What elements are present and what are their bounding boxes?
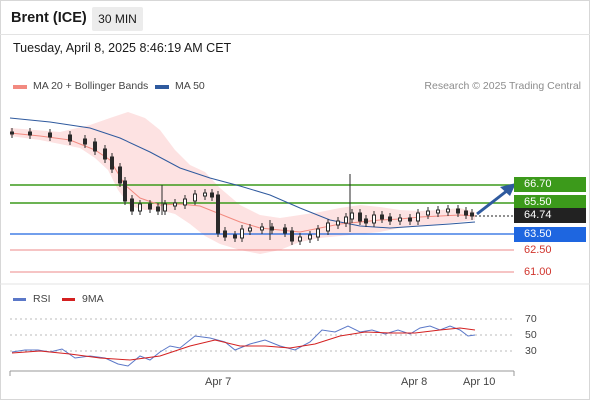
copyright-text: Research © 2025 Trading Central [424,80,581,92]
candle-body [270,226,274,231]
candle-body [148,203,152,210]
candle-body [372,214,376,224]
candle-body [216,194,220,234]
candle-body [283,227,287,234]
rsi-line [11,325,476,367]
candle-body [163,203,167,212]
x-label-apr7: Apr 7 [205,376,232,388]
candle-body [470,212,474,217]
rsi-tick-50: 50 [525,329,537,341]
candle-body [233,234,237,239]
candle-body [183,198,187,206]
candle-body [156,206,160,212]
candle-body [203,192,207,197]
instrument-title: Brent (ICE) [11,10,87,26]
candle-body [240,228,244,239]
rsi-9ma-legend-swatch [62,298,75,301]
x-label-apr8: Apr 8 [401,376,428,388]
candle-body [408,217,412,222]
last-price-tag: 64.74 [514,208,586,223]
rsi-tick-70: 70 [525,313,537,325]
candle-body [138,203,142,212]
candle-body [336,220,340,226]
chart-header: Brent (ICE) 30 MIN [0,0,590,36]
level-tag-62-50: 62.50 [524,244,552,256]
candle-body [28,131,32,136]
candle-body [350,212,354,220]
candle-body [426,210,430,216]
candle-body [118,166,122,184]
ma20-legend-label: MA 20 + Bollinger Bands [33,80,149,92]
rsi-tick-30: 30 [525,345,537,357]
candle-body [260,226,264,231]
candle-body [93,141,97,152]
candle-body [193,193,197,202]
level-tag-61-00: 61.00 [524,266,552,278]
candle-body [103,148,107,160]
candle-body [416,212,420,222]
candle-body [436,209,440,214]
candle-body [388,216,392,222]
ma50-legend-swatch [155,85,169,89]
ma50-line [9,117,476,229]
level-tag-66-70: 66.70 [514,177,586,192]
candle-body [316,228,320,238]
ma50-legend-label: MA 50 [175,80,205,92]
candle-body [130,198,134,212]
candle-body [380,214,384,220]
candle-body [123,180,127,202]
candle-body [464,210,468,216]
projection-arrow-head [500,183,516,196]
candle-body [446,208,450,213]
candle-body [344,216,348,224]
candle-body [223,230,227,238]
candle-body [290,230,294,242]
rsi-legend-swatch [13,298,26,301]
x-label-apr10: Apr 10 [463,376,496,388]
candle-body [248,227,252,232]
candle-body [83,138,87,145]
level-tag-63-50: 63.50 [514,227,586,242]
candle-body [298,236,302,242]
candle-body [326,222,330,232]
rsi-9ma-legend-label: 9MA [82,293,104,305]
timestamp-label: Tuesday, April 8, 2025 8:46:19 AM CET [13,41,232,55]
level-tag-65-50: 65.50 [514,195,586,210]
candle-body [308,234,312,240]
projection-arrow-line [476,188,509,216]
rsi-9ma-line [11,327,476,361]
header-divider [0,34,590,35]
candle-body [110,156,114,170]
ma20-legend-swatch [13,85,27,89]
candle-body [398,217,402,222]
candlestick-series [10,128,474,245]
candle-body [48,132,52,138]
candle-body [456,208,460,214]
candle-body [173,202,177,207]
candle-body [358,212,362,222]
timeframe-badge[interactable]: 30 MIN [92,7,143,31]
candle-body [10,131,14,135]
candle-body [210,192,214,198]
rsi-legend-label: RSI [33,293,51,305]
candle-body [68,134,72,142]
candle-body [364,218,368,224]
